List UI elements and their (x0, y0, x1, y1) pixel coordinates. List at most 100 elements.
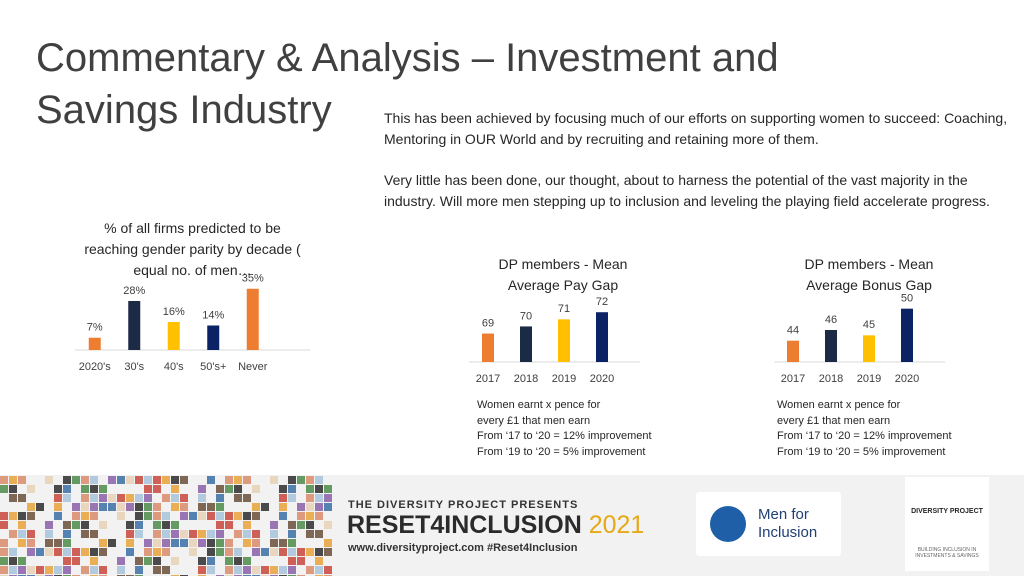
mosaic-tile (279, 548, 287, 556)
note: From ‘17 to ‘20 = 12% improvement (777, 430, 952, 442)
mosaic-tile (63, 530, 71, 538)
x-tick-label: 2019 (857, 373, 881, 385)
mosaic-tile (45, 566, 53, 574)
mosaic-tile (306, 494, 314, 502)
mosaic-tile (135, 566, 143, 574)
mosaic-tile (234, 512, 242, 520)
mosaic-tile (135, 476, 143, 484)
mosaic-tile (117, 494, 125, 502)
mosaic-tile (144, 539, 152, 547)
mosaic-tile (315, 494, 323, 502)
x-tick-label: 2020 (895, 373, 919, 385)
note: From ‘19 to ‘20 = 5% improvement (777, 445, 946, 458)
mosaic-tile (306, 485, 314, 493)
mosaic-tile (117, 476, 125, 484)
bar (558, 319, 570, 362)
mosaic-tile (288, 494, 296, 502)
mosaic-tile (162, 494, 170, 502)
mosaic-tile (54, 548, 62, 556)
mosaic-tile (54, 512, 62, 520)
mosaic-tile (9, 512, 17, 520)
mosaic-tile (243, 494, 251, 502)
mosaic-tile (270, 539, 278, 547)
bar (128, 301, 141, 350)
mosaic-tile (18, 566, 26, 574)
mosaic-tile (135, 494, 143, 502)
mosaic-tile (9, 566, 17, 574)
value-label: 46 (825, 314, 837, 326)
note: Women earnt x pence for (777, 399, 901, 411)
mosaic-tile (234, 485, 242, 493)
org-logo: DIVERSITY PROJECT BUILDING INCLUSION IN … (905, 477, 989, 571)
mosaic-tile (261, 566, 269, 574)
mosaic-tile (207, 476, 215, 484)
mosaic-tile (135, 530, 143, 538)
mosaic-tile (243, 476, 251, 484)
mosaic-tile (0, 548, 8, 556)
mosaic-tile (225, 539, 233, 547)
mosaic-tile (216, 503, 224, 511)
mosaic-tile (72, 512, 80, 520)
mosaic-tile (18, 530, 26, 538)
mosaic-tile (297, 548, 305, 556)
x-tick-label: 2018 (819, 373, 843, 385)
value-label: 72 (596, 296, 608, 308)
value-label: 14% (202, 309, 224, 321)
mosaic-tile (126, 530, 134, 538)
x-tick-label: Never (238, 361, 268, 373)
presents: THE DIVERSITY PROJECT PRESENTS (348, 499, 579, 511)
mosaic-tile (270, 521, 278, 529)
mosaic-tile (9, 557, 17, 565)
mosaic-tile (81, 530, 89, 538)
bar (88, 337, 101, 350)
mosaic-tile (9, 476, 17, 484)
bar (787, 340, 799, 362)
mosaic-tile (225, 521, 233, 529)
mosaic-tile (315, 548, 323, 556)
mosaic-tile (108, 494, 116, 502)
mosaic-tile (180, 539, 188, 547)
chart-title: % of all firms predicted to be reaching … (84, 220, 301, 278)
x-tick-label: 50's+ (200, 361, 226, 373)
mosaic-tile (54, 494, 62, 502)
x-tick-label: 2020 (590, 373, 614, 385)
paragraph: This has been achieved by focusing much … (384, 110, 1008, 147)
mosaic-tile (162, 566, 170, 574)
mosaic-tile (81, 494, 89, 502)
mosaic-tile (162, 548, 170, 556)
mosaic-tile (234, 566, 242, 574)
org-tagline: BUILDING INCLUSION IN INVESTMENTS & SAVI… (915, 547, 979, 559)
mosaic-tile (81, 566, 89, 574)
mosaic-tile (99, 566, 107, 574)
mosaic-tile (63, 485, 71, 493)
mosaic-tile (162, 512, 170, 520)
mosaic-tile (153, 566, 161, 574)
mosaic-tile (45, 539, 53, 547)
partner-icon (710, 506, 746, 542)
mosaic-tile (63, 566, 71, 574)
mosaic-tile (306, 566, 314, 574)
mosaic-tile (108, 503, 116, 511)
mosaic-tile (279, 566, 287, 574)
value-label: 16% (163, 306, 185, 318)
mosaic-tile (234, 494, 242, 502)
mosaic-tile (9, 494, 17, 502)
mosaic-tile (72, 503, 80, 511)
mosaic-tile (279, 503, 287, 511)
mosaic-tile (198, 485, 206, 493)
mosaic-tile (72, 548, 80, 556)
mosaic-tile (180, 476, 188, 484)
bar (520, 326, 532, 362)
mosaic-tile (216, 494, 224, 502)
mosaic-tile (288, 476, 296, 484)
mosaic-tile (171, 476, 179, 484)
mosaic-tile (270, 476, 278, 484)
mosaic-tile (153, 548, 161, 556)
mosaic-tile (207, 539, 215, 547)
mosaic-tile (315, 512, 323, 520)
mosaic-tile (234, 548, 242, 556)
bar (246, 288, 259, 350)
mosaic-tile (225, 476, 233, 484)
mosaic-tile (27, 485, 35, 493)
mosaic-tile (252, 566, 260, 574)
